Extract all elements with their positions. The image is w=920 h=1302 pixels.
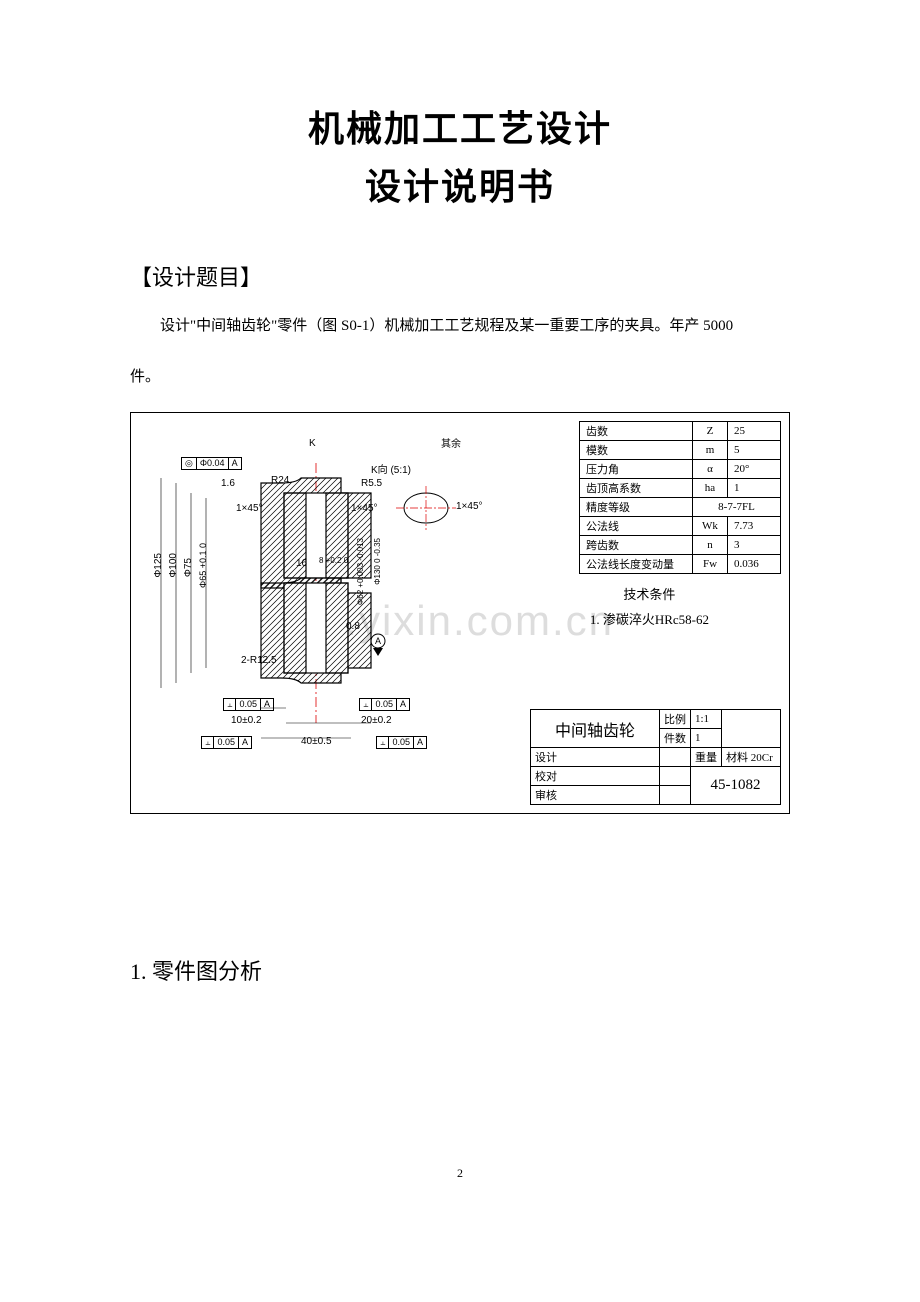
ra-08: 0.8 bbox=[346, 621, 360, 632]
dim-chamfer-2: 1×45° bbox=[351, 503, 378, 514]
dim-d75: Φ75 bbox=[183, 558, 194, 577]
dim-d130: Φ130 0 -0.35 bbox=[373, 538, 382, 585]
part-name: 中间轴齿轮 bbox=[531, 710, 660, 748]
dim-40: 40±0.5 bbox=[301, 736, 332, 747]
dim-chamfer-3: 1×45° bbox=[456, 501, 483, 512]
page-number: 2 bbox=[90, 1166, 830, 1181]
tol-runout-4: ⫠0.05A bbox=[376, 736, 427, 749]
dim-20: 20±0.2 bbox=[361, 715, 392, 726]
ra-16: 1.6 bbox=[221, 478, 235, 489]
label-kview: K向 (5:1) bbox=[371, 461, 411, 476]
dim-r24: R24 bbox=[271, 475, 289, 486]
main-title: 机械加工工艺设计 bbox=[90, 100, 830, 152]
sub-title: 设计说明书 bbox=[90, 158, 830, 210]
section-1-heading: 【设计题目】 bbox=[130, 260, 830, 292]
table-row: 公法线长度变动量Fw0.036 bbox=[580, 555, 781, 574]
dim-16: 16 bbox=[296, 558, 307, 569]
table-row: 齿数Z25 bbox=[580, 422, 781, 441]
table-row: 精度等级8-7-7FL bbox=[580, 498, 781, 517]
dim-2r125: 2-R12.5 bbox=[241, 655, 277, 666]
section-2-heading: 1. 零件图分析 bbox=[130, 954, 830, 986]
technical-requirements: 技术条件 1. 渗碳淬火HRc58-62 bbox=[590, 583, 709, 632]
table-row: 齿顶高系数ha1 bbox=[580, 479, 781, 498]
section-view-drawing: A 其余 K K向 (5:1) bbox=[141, 423, 461, 753]
tol-runout-1: ⫠0.05A bbox=[223, 698, 274, 711]
dim-d62: Φ62 +0.003 -0.013 bbox=[356, 538, 365, 605]
body-paragraph-2: 件。 bbox=[130, 361, 790, 394]
body-paragraph-1: 设计"中间轴齿轮"零件（图 S0-1）机械加工工艺规程及某一重要工序的夹具。年产… bbox=[130, 310, 790, 343]
tol-runout-2: ⫠0.05A bbox=[359, 698, 410, 711]
dim-d65: Φ65 +0.1 0 bbox=[198, 543, 208, 588]
gear-parameter-table: 齿数Z25 模数m5 压力角α20° 齿顶高系数ha1 精度等级8-7-7FL … bbox=[579, 421, 781, 574]
dim-d100: Φ100 bbox=[168, 553, 179, 578]
drawing-title-block: 中间轴齿轮 比例 1:1 件数 1 设计 重量 材料 20Cr 校对 45-10… bbox=[530, 709, 781, 805]
table-row: 公法线Wk7.73 bbox=[580, 517, 781, 536]
dim-r55: R5.5 bbox=[361, 478, 382, 489]
tech-item: 1. 渗碳淬火HRc58-62 bbox=[590, 608, 709, 633]
gear-section-svg: A bbox=[141, 423, 461, 753]
drawing-number: 45-1082 bbox=[691, 767, 781, 805]
tol-runout-3: ⫠0.05A bbox=[201, 736, 252, 749]
dim-10: 10±0.2 bbox=[231, 715, 262, 726]
table-row: 模数m5 bbox=[580, 441, 781, 460]
tol-concentric: ◎Φ0.04A bbox=[181, 457, 242, 470]
label-k: K bbox=[309, 438, 316, 449]
engineering-drawing-figure: W.yixin.com.cn 齿数Z25 模数m5 压力角α20° 齿顶高系数h… bbox=[130, 412, 790, 814]
tech-heading: 技术条件 bbox=[590, 583, 709, 608]
svg-text:A: A bbox=[375, 636, 381, 646]
dim-8: 8 +0.2 0 bbox=[319, 556, 348, 565]
dim-chamfer-1: 1×45° bbox=[236, 503, 263, 514]
dim-d125: Φ125 bbox=[153, 553, 164, 578]
table-row: 压力角α20° bbox=[580, 460, 781, 479]
table-row: 跨齿数n3 bbox=[580, 536, 781, 555]
label-qiyu: 其余 bbox=[441, 435, 461, 450]
